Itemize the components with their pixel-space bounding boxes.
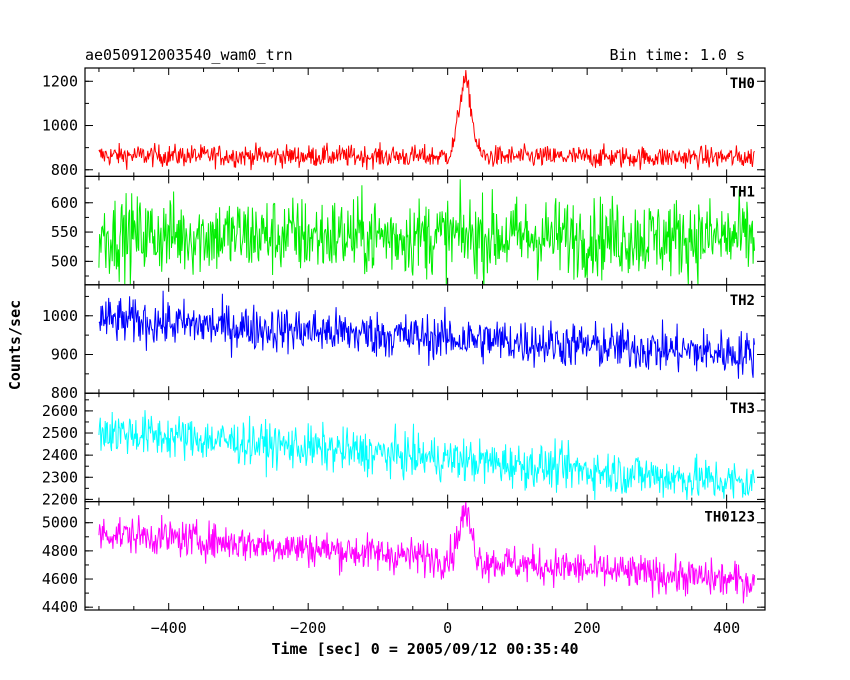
panel-th2: 800 900 1000 TH2 bbox=[42, 284, 766, 402]
panel-th3: 2200 2300 2400 2500 2600 TH3 bbox=[42, 392, 766, 508]
y-tick-label: 2500 bbox=[42, 424, 78, 442]
y-axis-label: Counts/sec bbox=[6, 300, 24, 390]
y-tick-label: 1000 bbox=[42, 307, 78, 325]
panel-label: TH1 bbox=[730, 184, 755, 200]
panel-label: TH0 bbox=[730, 76, 755, 92]
x-tick-label: 0 bbox=[443, 619, 452, 637]
x-axis-label: Time [sec] 0 = 2005/09/12 00:35:40 bbox=[271, 640, 578, 658]
y-tick-label: 2400 bbox=[42, 446, 78, 464]
series-line-th1 bbox=[98, 179, 755, 285]
y-tick-label: 2200 bbox=[42, 490, 78, 508]
y-tick-label: 4400 bbox=[42, 598, 78, 616]
y-tick-label: 4600 bbox=[42, 570, 78, 588]
y-tick-label: 1000 bbox=[42, 117, 78, 135]
series-line-th2 bbox=[98, 290, 755, 379]
observation-id: ae050912003540_wam0_trn bbox=[85, 46, 293, 64]
x-tick-label: −400 bbox=[151, 619, 187, 637]
bin-time: Bin time: 1.0 s bbox=[610, 46, 745, 64]
y-tick-label: 4800 bbox=[42, 542, 78, 560]
x-tick-label: 200 bbox=[574, 619, 601, 637]
panel-label: TH0123 bbox=[704, 510, 755, 526]
y-tick-label: 5000 bbox=[42, 514, 78, 532]
y-tick-label: 500 bbox=[51, 252, 78, 270]
panel-label: TH2 bbox=[730, 293, 755, 309]
panels-group: 800 1000 1200 TH0 500 550 600 TH1 800 900 1000 TH2 2… bbox=[42, 67, 766, 637]
y-tick-label: 800 bbox=[51, 384, 78, 402]
panel-frame bbox=[84, 501, 766, 611]
x-tick-label: 400 bbox=[713, 619, 740, 637]
y-tick-label: 600 bbox=[51, 194, 78, 212]
series-line-th3 bbox=[98, 410, 755, 501]
y-tick-label: 1200 bbox=[42, 72, 78, 90]
y-tick-label: 800 bbox=[51, 161, 78, 179]
series-line-th0 bbox=[98, 70, 755, 171]
series-line-th0123 bbox=[98, 501, 755, 604]
y-tick-label: 550 bbox=[51, 223, 78, 241]
y-tick-label: 2600 bbox=[42, 402, 78, 420]
panel-th0123: 4400 4600 4800 5000 TH0123 bbox=[42, 501, 766, 616]
y-tick-label: 900 bbox=[51, 345, 78, 363]
x-tick-label: −200 bbox=[290, 619, 326, 637]
panel-label: TH3 bbox=[730, 401, 755, 417]
y-tick-label: 2300 bbox=[42, 468, 78, 486]
